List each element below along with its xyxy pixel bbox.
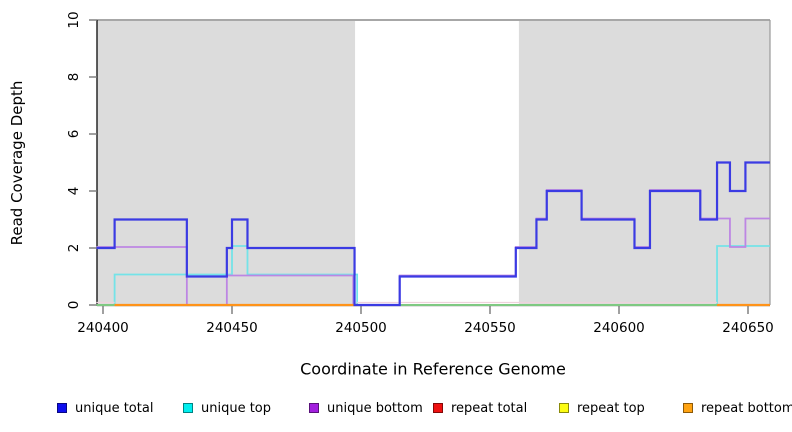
x-tick-label: 240550 [464, 320, 516, 336]
legend-item-repeat-top: repeat top [559, 398, 645, 418]
legend-label-repeat-top: repeat top [577, 400, 645, 416]
y-axis-title: Read Coverage Depth [8, 80, 26, 246]
legend-swatch-repeat-bottom [683, 403, 693, 413]
series-unique-total-line [96, 161, 770, 307]
x-tick-label: 240450 [206, 320, 258, 336]
x-tick-label: 240600 [593, 320, 645, 336]
legend-item-repeat-bottom: repeat bottom [683, 398, 792, 418]
legend-label-unique-top: unique top [201, 400, 272, 416]
legend-swatch-repeat-top [559, 403, 569, 413]
y-tick-label: 6 [66, 129, 82, 139]
legend-swatch-unique-total [57, 403, 67, 413]
legend-label-unique-bottom: unique bottom [327, 400, 423, 416]
y-tick-label: 2 [66, 243, 82, 253]
y-tick-label: 8 [66, 72, 82, 82]
x-axis-title: Coordinate in Reference Genome [300, 359, 566, 379]
legend-swatch-unique-top [183, 403, 193, 413]
series-unique-top-line [96, 245, 770, 306]
y-tick-label: 4 [66, 186, 82, 196]
legend-label-repeat-total: repeat total [451, 400, 528, 416]
legend-item-unique-top: unique top [183, 398, 271, 418]
legend-item-unique-total: unique total [57, 398, 153, 418]
legend-label-repeat-bottom: repeat bottom [701, 400, 792, 416]
legend: unique total unique top unique bottom repea… [0, 398, 792, 422]
legend-swatch-unique-bottom [309, 403, 319, 413]
legend-label-unique-total: unique total [75, 400, 154, 416]
legend-item-repeat-total: repeat total [433, 398, 527, 418]
legend-swatch-repeat-total [433, 403, 443, 413]
masked-region-band [518, 21, 770, 305]
x-tick-label: 240500 [335, 320, 387, 336]
x-tick-label: 240400 [77, 320, 129, 336]
legend-item-unique-bottom: unique bottom [309, 398, 423, 418]
y-tick-label: 0 [66, 300, 82, 310]
y-tick-label: 10 [66, 11, 82, 29]
x-tick-label: 240650 [722, 320, 774, 336]
